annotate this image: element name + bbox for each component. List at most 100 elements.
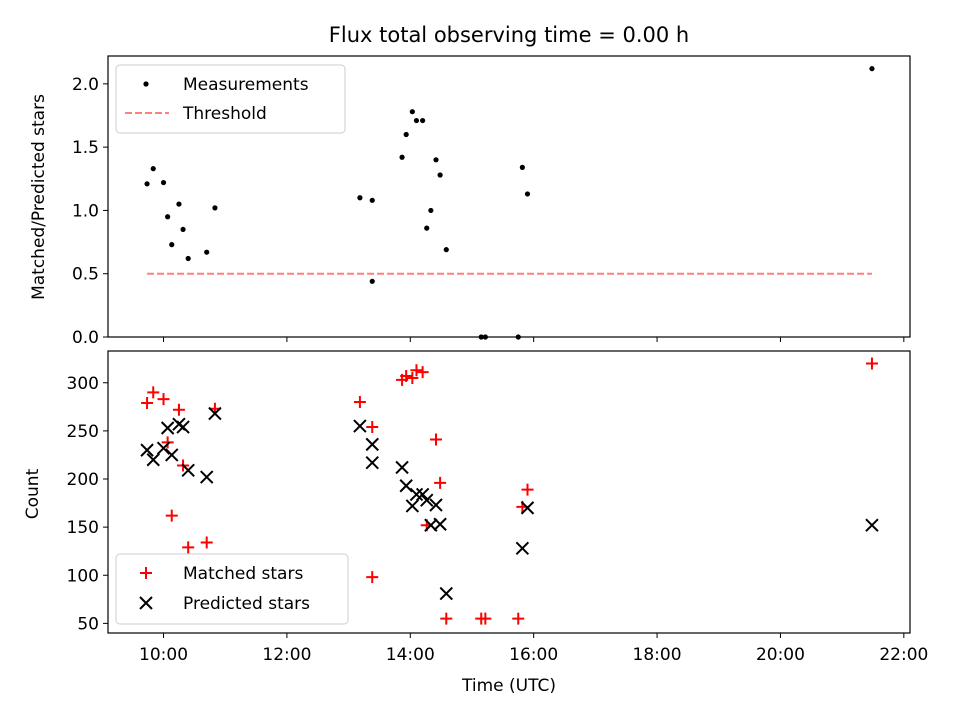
x-tick-label: 12:00 [262,645,311,665]
matched-star-point [429,433,442,446]
measurement-point [160,179,167,186]
measurement-point [185,255,191,262]
matched-star-point [200,536,213,549]
top-y-tick-label: 0.0 [72,328,99,348]
predicted-star-point [181,463,195,478]
matched-star-point [161,436,174,449]
predicted-star-point [439,586,453,601]
x-tick-label: 14:00 [386,645,435,665]
measurement-point [212,205,218,211]
bottom-y-tick-label: 300 [67,374,99,394]
predicted-star-point [200,470,214,484]
measurement-point [150,166,156,172]
top-legend-box [115,64,346,134]
measurement-point [369,197,375,203]
bottom-y-tick-label: 200 [67,470,99,490]
legend-predicted-marker [139,596,153,610]
measurement-point [424,225,430,231]
bottom-y-tick-label: 250 [67,422,99,442]
matched-star-point [366,421,379,434]
predicted-star-point [140,443,154,457]
x-tick-label: 18:00 [633,645,682,665]
predicted-star-point [399,479,413,493]
measurement-point [409,109,415,115]
bottom-legend-box [115,553,349,625]
bottom-marks [140,357,879,625]
matched-star-point [182,541,195,554]
legend-predicted-label: Predicted stars [183,594,310,614]
matched-star-point [147,386,160,399]
predicted-star-point [208,406,222,421]
measurement-point [169,241,175,248]
x-tick-label: 20:00 [756,645,805,665]
top-marks [144,66,875,340]
predicted-star-point [515,541,530,556]
bottom-y-tick-label: 150 [67,518,99,538]
predicted-star-point [433,517,447,531]
x-tick-label: 22:00 [879,645,928,665]
legend-matched-marker [140,567,152,579]
matched-star-point [141,396,154,409]
x-axis-label: Time (UTC) [461,676,556,696]
matched-star-point [400,370,413,383]
bottom-legend: Matched stars Predicted stars [115,553,349,625]
matched-star-point [440,612,453,625]
x-tick-label: 16:00 [509,645,558,665]
legend-measurements-marker [143,81,149,87]
top-y-tick-label: 1.5 [72,138,99,158]
predicted-star-point [353,419,367,433]
legend-threshold-label: Threshold [182,104,267,124]
measurement-point [176,201,182,207]
legend-matched-label: Matched stars [183,564,303,584]
legend-measurements-label: Measurements [183,75,309,95]
measurement-point [399,154,405,160]
measurement-point [369,278,375,284]
predicted-star-point [405,499,420,513]
predicted-star-point [365,437,379,452]
predicted-star-point [415,487,430,502]
bottom-axes-frame [107,350,911,634]
bottom-axes: 10:00 12:00 14:00 16:00 18:00 20:00 22:00 50 100… [67,374,929,665]
top-y-tick-label: 2.0 [72,75,99,95]
measurement-point [519,164,525,170]
measurement-point [869,66,875,72]
predicted-star-point [395,460,409,475]
matched-star-point [172,403,185,416]
top-legend: Measurements Threshold [115,64,346,134]
measurement-point [357,195,363,201]
predicted-star-point [409,487,424,502]
predicted-star-point [365,455,379,470]
predicted-star-point [165,448,179,462]
matched-star-point [366,571,379,584]
top-panel: 0.00.51.01.52.0 Matched/Predicted stars … [29,55,911,348]
measurement-point [403,131,409,138]
measurement-point [180,226,186,233]
measurement-point [437,172,443,178]
predicted-star-point [160,421,175,435]
measurement-point [428,207,434,214]
matched-star-point [434,476,447,489]
measurement-point [433,157,439,163]
matched-star-point [521,483,534,496]
matched-star-point [157,393,170,406]
chart-title: Flux total observing time = 0.00 h [329,23,689,47]
predicted-star-point [156,441,171,455]
matched-star-point [165,509,178,522]
top-axes: 0.0 0.5 1.0 1.5 2.0 [72,75,905,348]
matched-star-point [353,396,366,409]
bottom-y-axis-label: Count [23,468,43,519]
predicted-star-point [865,518,879,532]
measurement-point [443,247,449,253]
bottom-y-tick-label: 50 [77,614,99,634]
measurement-point [413,117,420,124]
predicted-star-point [520,501,535,515]
top-y-axis-label: Matched/Predicted stars [29,94,49,300]
predicted-star-point [429,498,443,512]
predicted-star-point [420,493,434,507]
measurement-point [204,249,210,255]
bottom-panel: 10:00 12:00 14:00 16:00 18:00 20:00 22:00 50 100… [23,350,929,696]
bottom-y-tick-label: 100 [67,566,99,586]
matched-star-point [512,612,525,625]
predicted-star-point [146,453,160,467]
